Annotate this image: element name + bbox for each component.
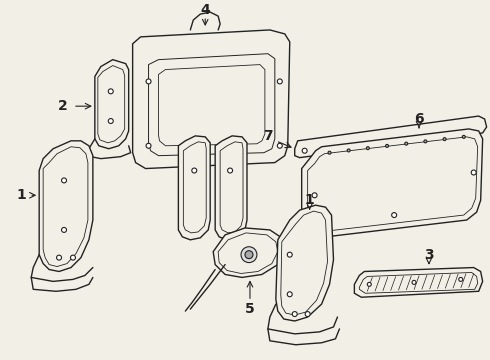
Circle shape <box>392 213 396 217</box>
Circle shape <box>405 142 408 145</box>
Circle shape <box>443 138 446 141</box>
Circle shape <box>305 312 310 316</box>
Circle shape <box>367 147 369 150</box>
Text: 7: 7 <box>263 129 272 143</box>
Circle shape <box>146 79 151 84</box>
Polygon shape <box>178 136 210 240</box>
Circle shape <box>192 168 197 173</box>
Circle shape <box>462 135 465 138</box>
Circle shape <box>245 251 253 258</box>
Circle shape <box>312 193 317 198</box>
Circle shape <box>302 148 307 153</box>
Circle shape <box>108 118 113 123</box>
Polygon shape <box>302 129 483 238</box>
Circle shape <box>241 247 257 262</box>
Polygon shape <box>133 30 290 168</box>
Polygon shape <box>215 136 247 240</box>
Circle shape <box>386 144 389 147</box>
Circle shape <box>368 282 371 286</box>
Circle shape <box>287 252 292 257</box>
Polygon shape <box>213 228 285 278</box>
Circle shape <box>471 170 476 175</box>
Circle shape <box>227 168 233 173</box>
Circle shape <box>277 79 282 84</box>
Polygon shape <box>39 141 93 271</box>
Circle shape <box>56 255 62 260</box>
Circle shape <box>108 89 113 94</box>
Circle shape <box>328 151 331 154</box>
Polygon shape <box>276 205 334 321</box>
Polygon shape <box>148 54 275 156</box>
Text: 6: 6 <box>414 112 424 126</box>
Text: 4: 4 <box>200 3 210 17</box>
Text: 1: 1 <box>16 188 26 202</box>
Circle shape <box>292 312 297 316</box>
Circle shape <box>412 280 416 284</box>
Polygon shape <box>354 267 483 297</box>
Circle shape <box>71 255 75 260</box>
Circle shape <box>146 143 151 148</box>
Text: 2: 2 <box>58 99 68 113</box>
Text: 1: 1 <box>305 193 315 207</box>
Circle shape <box>277 143 282 148</box>
Circle shape <box>459 278 463 282</box>
Circle shape <box>287 292 292 297</box>
Circle shape <box>347 149 350 152</box>
Circle shape <box>424 140 427 143</box>
Polygon shape <box>294 116 487 158</box>
Polygon shape <box>95 60 129 149</box>
Text: 5: 5 <box>245 302 255 316</box>
Circle shape <box>62 228 67 233</box>
Text: 3: 3 <box>424 248 434 262</box>
Circle shape <box>62 178 67 183</box>
Polygon shape <box>158 64 265 146</box>
